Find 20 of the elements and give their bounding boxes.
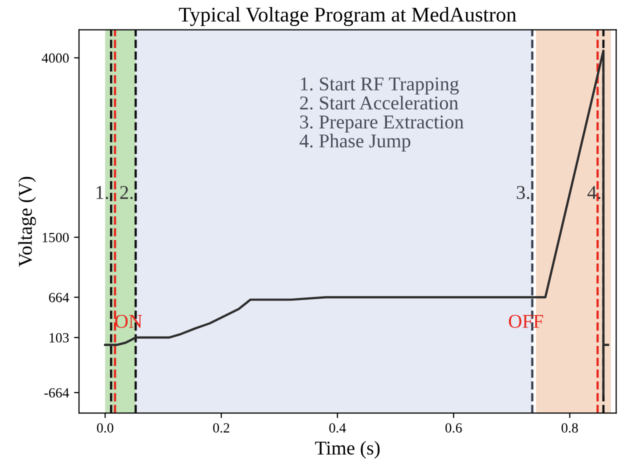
annotation: 1. [96, 186, 108, 200]
y-tick-label: 4000 [42, 53, 69, 63]
annotation: 2. [120, 186, 133, 200]
x-tick-label: 0.0 [96, 423, 114, 433]
y-tick-label: 1500 [42, 232, 69, 242]
y-tick-label: 103 [50, 333, 69, 342]
chart-title: Typical Voltage Program at MedAustron [178, 7, 516, 26]
y-tick-label: -664 [44, 388, 70, 398]
annotation: 3. [516, 186, 530, 200]
annotation: OFF [508, 314, 544, 328]
x-tick-label: 0.2 [213, 423, 230, 433]
x-tick-label: 0.6 [445, 423, 462, 433]
annotation: 1. Start RF Trapping 2. Start Acceleration 3. Prepare Extraction 4. Phase Jump [300, 77, 464, 152]
y-tick-label: 664 [49, 292, 70, 302]
annotation: 4. [587, 186, 600, 200]
annotation: ON [115, 314, 142, 328]
x-axis-title: Time (s) [315, 440, 380, 459]
y-axis-title: Voltage (V) [18, 176, 36, 267]
x-tick-label: 0.4 [329, 423, 346, 433]
x-tick-label: 0.8 [562, 423, 578, 433]
